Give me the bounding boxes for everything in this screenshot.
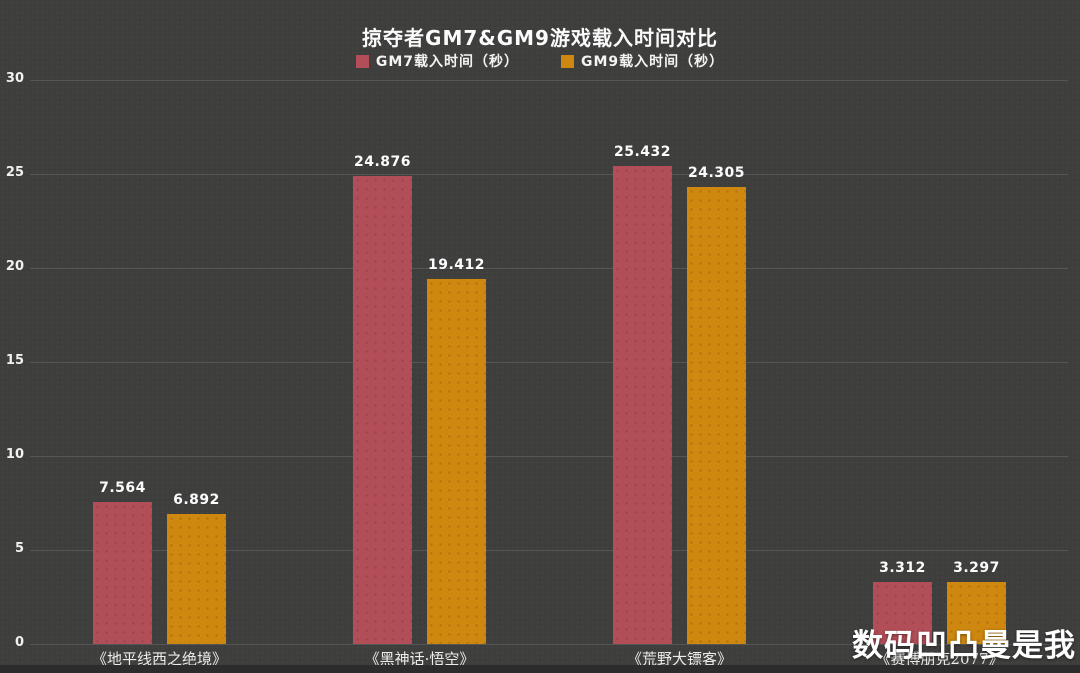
legend-item-gm7: GM7载入时间（秒）	[355, 51, 519, 71]
bar-series1-cat3	[613, 165, 672, 644]
y-axis-tick-label: 20	[5, 259, 24, 274]
bar-series1-cat4	[873, 581, 932, 644]
y-axis-tick-label: 15	[5, 353, 24, 368]
gm9-legend-swatch-icon	[561, 54, 574, 68]
bar-value-label: 3.312	[879, 559, 926, 576]
y-axis-tick-label: 0	[14, 635, 24, 650]
bar-value-label: 3.297	[953, 560, 1000, 577]
bar-series2-cat2	[427, 279, 486, 644]
bar-value-label: 7.564	[99, 479, 146, 496]
x-axis-category-label: 《赛博朋克2077》	[875, 650, 1004, 668]
legend: GM7载入时间（秒） GM9载入时间（秒）	[0, 51, 1080, 71]
gridline-y15	[30, 362, 1068, 363]
gridline-y10	[30, 456, 1068, 457]
x-axis-category-label: 《荒野大镖客》	[626, 650, 732, 668]
gridline-y25	[30, 174, 1068, 175]
bar-series2-cat1	[167, 514, 226, 644]
bar-series1-cat1	[93, 501, 152, 644]
bar-value-label: 24.305	[687, 165, 746, 182]
x-axis-category-label: 《黑神话·悟空》	[364, 650, 475, 668]
y-axis-tick-label: 10	[5, 447, 24, 462]
gridline-y30	[30, 80, 1068, 81]
footer-strip	[0, 665, 1080, 673]
chart-title: 掠夺者GM7&GM9游戏载入时间对比	[362, 26, 718, 50]
gm7-legend-swatch-icon	[355, 54, 369, 68]
bar-value-label: 19.412	[427, 257, 486, 274]
gridline-y20	[30, 268, 1068, 269]
legend-label-gm9: GM9载入时间（秒）	[581, 54, 725, 70]
legend-label-gm7: GM7载入时间（秒）	[375, 54, 519, 70]
bar-series2-cat4	[947, 582, 1006, 644]
watermark: 数码凹凸曼是我	[852, 628, 1076, 664]
x-axis-category-label: 《地平线西之绝境》	[91, 650, 227, 668]
bar-value-label: 6.892	[173, 492, 220, 509]
y-axis-tick-label: 5	[14, 541, 24, 556]
bar-value-label: 25.432	[613, 143, 672, 160]
bar-value-label: 24.876	[353, 154, 412, 171]
gridline-y5	[30, 550, 1068, 551]
legend-item-gm9: GM9载入时间（秒）	[561, 51, 724, 71]
y-axis-tick-label: 30	[5, 71, 24, 86]
bar-series2-cat3	[687, 187, 746, 644]
gridline-y0	[30, 644, 1068, 645]
y-axis-tick-label: 25	[5, 165, 24, 180]
bar-series1-cat2	[353, 176, 412, 644]
